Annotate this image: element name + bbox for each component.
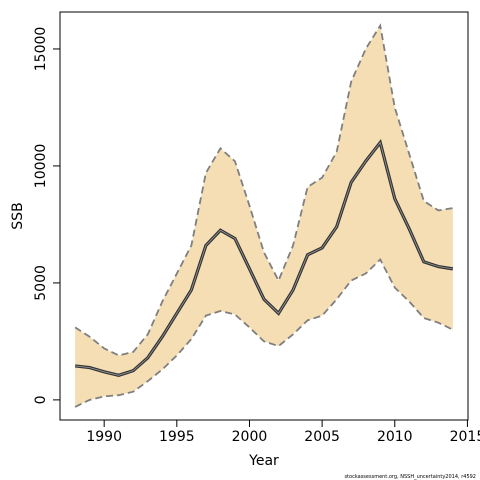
x-axis-label: Year	[248, 453, 279, 469]
uncertainty-band	[75, 25, 453, 407]
x-tick-label: 2000	[232, 429, 268, 445]
ssb-line-core	[75, 141, 453, 376]
footnote: stockassessment.org, NSSH_uncertainty201…	[344, 474, 476, 480]
lower-bound-line	[74, 258, 454, 408]
y-axis-label: SSB	[10, 202, 26, 229]
y-tick-label: 5000	[33, 265, 49, 301]
x-tick-label: 2005	[304, 429, 340, 445]
x-tick-label: 2010	[377, 429, 413, 445]
x-tick-label: 1990	[86, 429, 122, 445]
plot-frame	[59, 11, 469, 421]
x-tick-label: 1995	[159, 429, 195, 445]
upper-bound-line	[74, 23, 454, 357]
y-tick-label: 10000	[33, 144, 49, 189]
x-tick-label: 2015	[450, 429, 480, 445]
y-tick-label: 15000	[33, 27, 49, 72]
y-tick-label: 0	[33, 395, 49, 404]
